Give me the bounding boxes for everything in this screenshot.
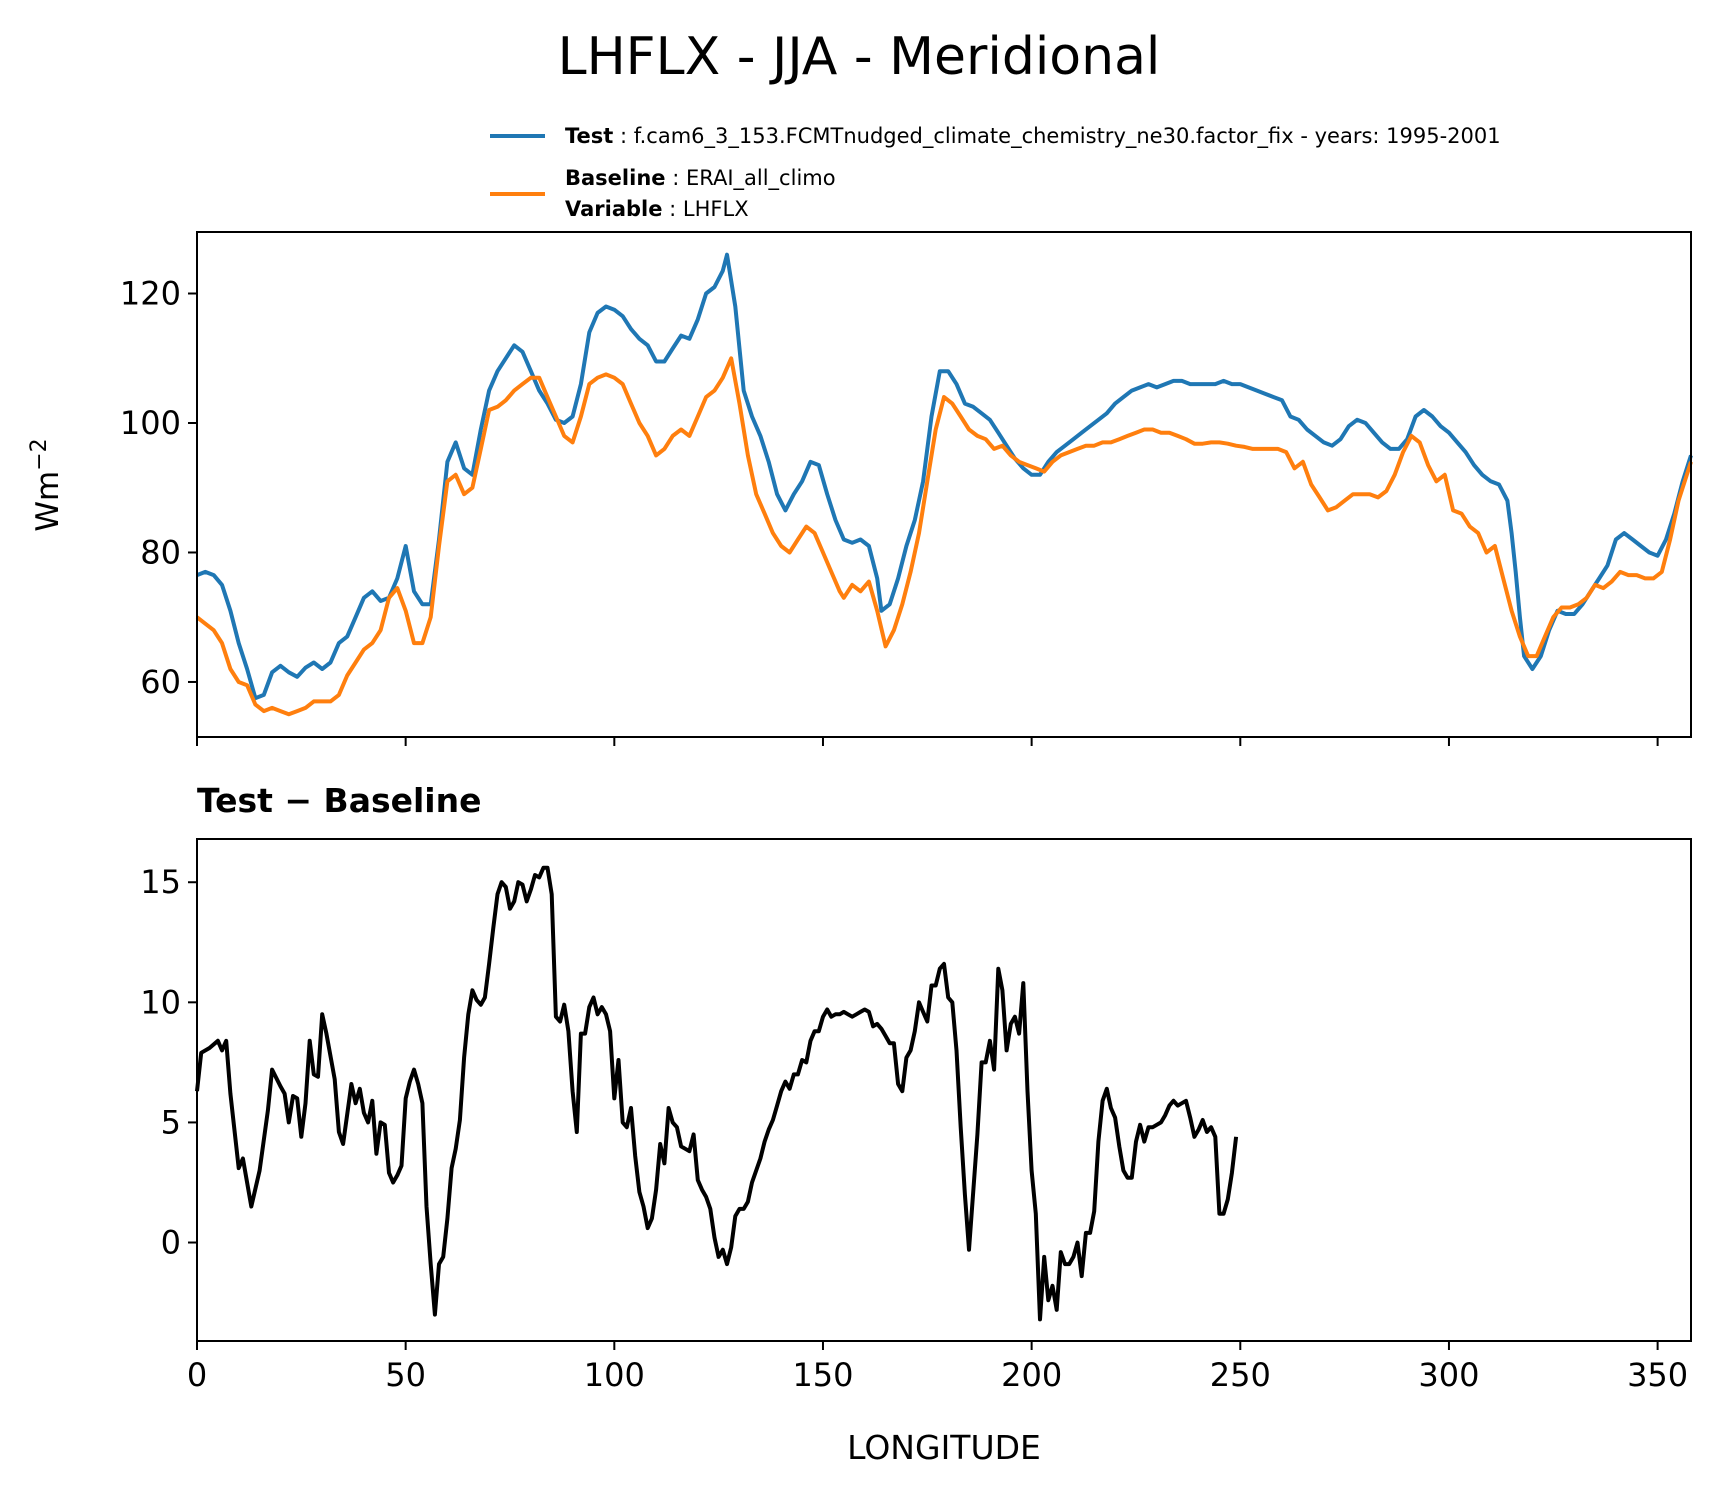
diff-title: Test − Baseline	[197, 781, 482, 820]
top-plot-lines	[195, 252, 1693, 717]
bottom-axes-frame	[196, 838, 1692, 1342]
xtick-label: 300	[1418, 1356, 1479, 1394]
ytick-label: 80	[140, 533, 181, 571]
xlabel: LONGITUDE	[847, 1428, 1041, 1467]
legend-test-label: Test : f.cam6_3_153.FCMTnudged_climate_c…	[565, 124, 1501, 149]
xtick-label: 200	[1001, 1356, 1062, 1394]
legend-variable-label: Variable : LHFLX	[565, 197, 749, 221]
top-ylabel: Wm−2	[27, 438, 66, 531]
legend-variable-value: LHFLX	[683, 197, 749, 221]
top-panel: Wm−2 60 80 100 120	[27, 231, 1693, 746]
legend-variable-colon: :	[662, 197, 682, 221]
top-axes-frame	[196, 231, 1692, 738]
legend-variable-key: Variable	[565, 197, 662, 221]
ytick-label: 5	[161, 1103, 181, 1141]
legend-baseline-value: ERAI_all_climo	[686, 166, 836, 191]
bottom-plot-lines	[195, 865, 1239, 1322]
legend: Test : f.cam6_3_153.FCMTnudged_climate_c…	[490, 124, 1501, 221]
legend-test-value: f.cam6_3_153.FCMTnudged_climate_chemistr…	[634, 124, 1501, 149]
xtick-label: 350	[1627, 1356, 1688, 1394]
xtick-label: 250	[1210, 1356, 1271, 1394]
series-line-test-baseline	[195, 865, 1239, 1322]
ytick-label: 15	[140, 863, 181, 901]
ytick-label: 10	[140, 983, 181, 1021]
top-ylabel-exp: −2	[27, 438, 52, 470]
legend-baseline-key: Baseline	[565, 166, 666, 190]
legend-baseline-colon: :	[666, 166, 686, 190]
ytick-label: 120	[120, 275, 181, 313]
series-line-test	[196, 252, 1693, 701]
xtick-label: 0	[187, 1356, 207, 1394]
xtick-label: 100	[584, 1356, 645, 1394]
ytick-label: 0	[161, 1224, 181, 1262]
legend-test-colon: :	[613, 124, 633, 148]
top-axis-ticks: 60 80 100 120	[120, 275, 1659, 746]
legend-baseline-label: Baseline : ERAI_all_climo	[565, 166, 836, 191]
series-line-baseline	[195, 356, 1693, 717]
xtick-label: 50	[385, 1356, 426, 1394]
figure-title: LHFLX - JJA - Meridional	[558, 27, 1161, 87]
legend-test-key: Test	[565, 124, 613, 148]
top-ylabel-base: Wm	[30, 471, 66, 532]
xtick-label: 150	[792, 1356, 853, 1394]
ytick-label: 100	[120, 404, 181, 442]
ytick-label: 60	[140, 663, 181, 701]
